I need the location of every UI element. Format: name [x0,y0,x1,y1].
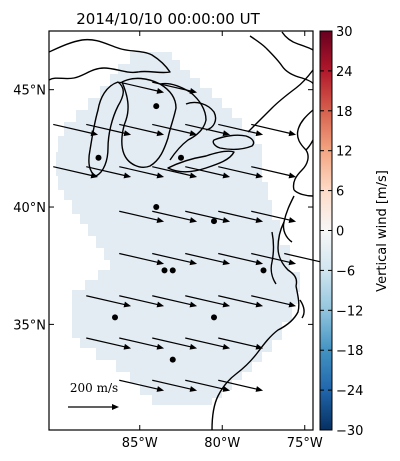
wind-vector [218,123,264,137]
wind-vector [218,379,264,392]
lat-tick-label: 40°N [13,201,46,216]
scale-arrow-legend: 200 m/s [68,381,119,410]
station-marker [161,267,168,274]
wind-vector [119,295,165,308]
map-frame [48,30,314,431]
station-marker [169,267,176,274]
station-markers [95,103,267,363]
colorbar-tick-label: −30 [336,424,363,439]
wind-vector [251,210,297,223]
station-marker [178,154,184,161]
wind-vector [53,123,99,137]
wind-vector [53,166,99,179]
wind-vector [251,295,297,308]
wind-vector [152,337,198,350]
wind-vector [152,166,198,179]
colorbar-label: Vertical wind [m/s] [375,170,390,292]
station-marker [169,356,176,363]
coastlines [49,31,313,430]
wind-vector [185,337,231,350]
wind-vector [86,123,132,137]
wind-vector [218,337,264,350]
colorbar-tick-label: 0 [336,225,344,240]
lon-tick-label: 80°W [204,436,240,451]
scale-arrow-head [112,404,119,410]
wind-vector [251,123,297,137]
wind-vector [185,166,231,179]
station-marker [260,267,267,274]
wind-vector [251,252,297,266]
colorbar-tick-label: −18 [336,344,363,359]
wind-vector [119,123,165,137]
colorbar-tick-label: 24 [336,65,353,80]
station-marker [95,154,102,161]
wind-vector [86,295,132,308]
wind-vector [185,210,231,223]
lat-tick-label: 45°N [13,84,46,99]
lon-tick-label: 75°W [287,436,323,451]
wind-vector [152,123,198,137]
wind-vector [152,379,198,392]
wind-vector [218,295,264,308]
wind-vector [152,295,198,308]
wind-vector [119,81,165,94]
longitude-ticks: 85°W 80°W 75°W [122,31,323,451]
wind-vector [119,166,165,179]
wind-vector [152,210,198,223]
lat-tick-label: 35°N [13,318,46,333]
colorbar-tick-label: −24 [336,384,363,399]
wind-vector [185,295,231,308]
scale-arrow-label: 200 m/s [70,381,118,395]
colorbar-tick-label: 18 [336,105,353,120]
wind-vector [119,337,165,350]
wind-vector [152,252,198,266]
wind-vector [86,337,132,350]
station-marker [211,314,217,321]
wind-vector [86,166,132,179]
wind-vector [218,210,264,223]
station-marker [153,204,160,211]
lon-tick-label: 85°W [122,436,158,451]
wind-vector [119,252,165,266]
wind-vector [185,252,231,266]
wind-vector [152,81,198,94]
colorbar-tick-label: −6 [336,264,355,279]
colorbar: 30 24 18 12 6 0 −6 −12 −18 −24 −30 Vertical wind [… [319,25,390,439]
station-marker [211,218,217,225]
wind-vector [218,252,264,266]
wind-vector [251,166,297,179]
colorbar-tick-label: 30 [336,25,353,40]
colorbar-tick-label: 6 [336,185,344,200]
colorbar-ticks: 30 24 18 12 6 0 −6 −12 −18 −24 −30 [320,25,363,439]
map-panel: 85°W 80°W 75°W 45°N 40°N 35°N 200 m/s [13,30,330,451]
colorbar-tick-label: 12 [336,145,353,160]
colorbar-tick-label: −12 [336,304,363,319]
station-marker [153,103,160,110]
latitude-ticks: 45°N 40°N 35°N [13,84,313,333]
wind-vector [185,379,231,392]
wind-vectors [53,81,330,392]
station-marker [112,314,118,321]
wind-vector [218,166,264,179]
wind-vector [185,123,231,137]
wind-vector [119,379,165,392]
map-title: 2014/10/10 00:00:00 UT [76,10,260,28]
wind-vector [119,210,165,223]
